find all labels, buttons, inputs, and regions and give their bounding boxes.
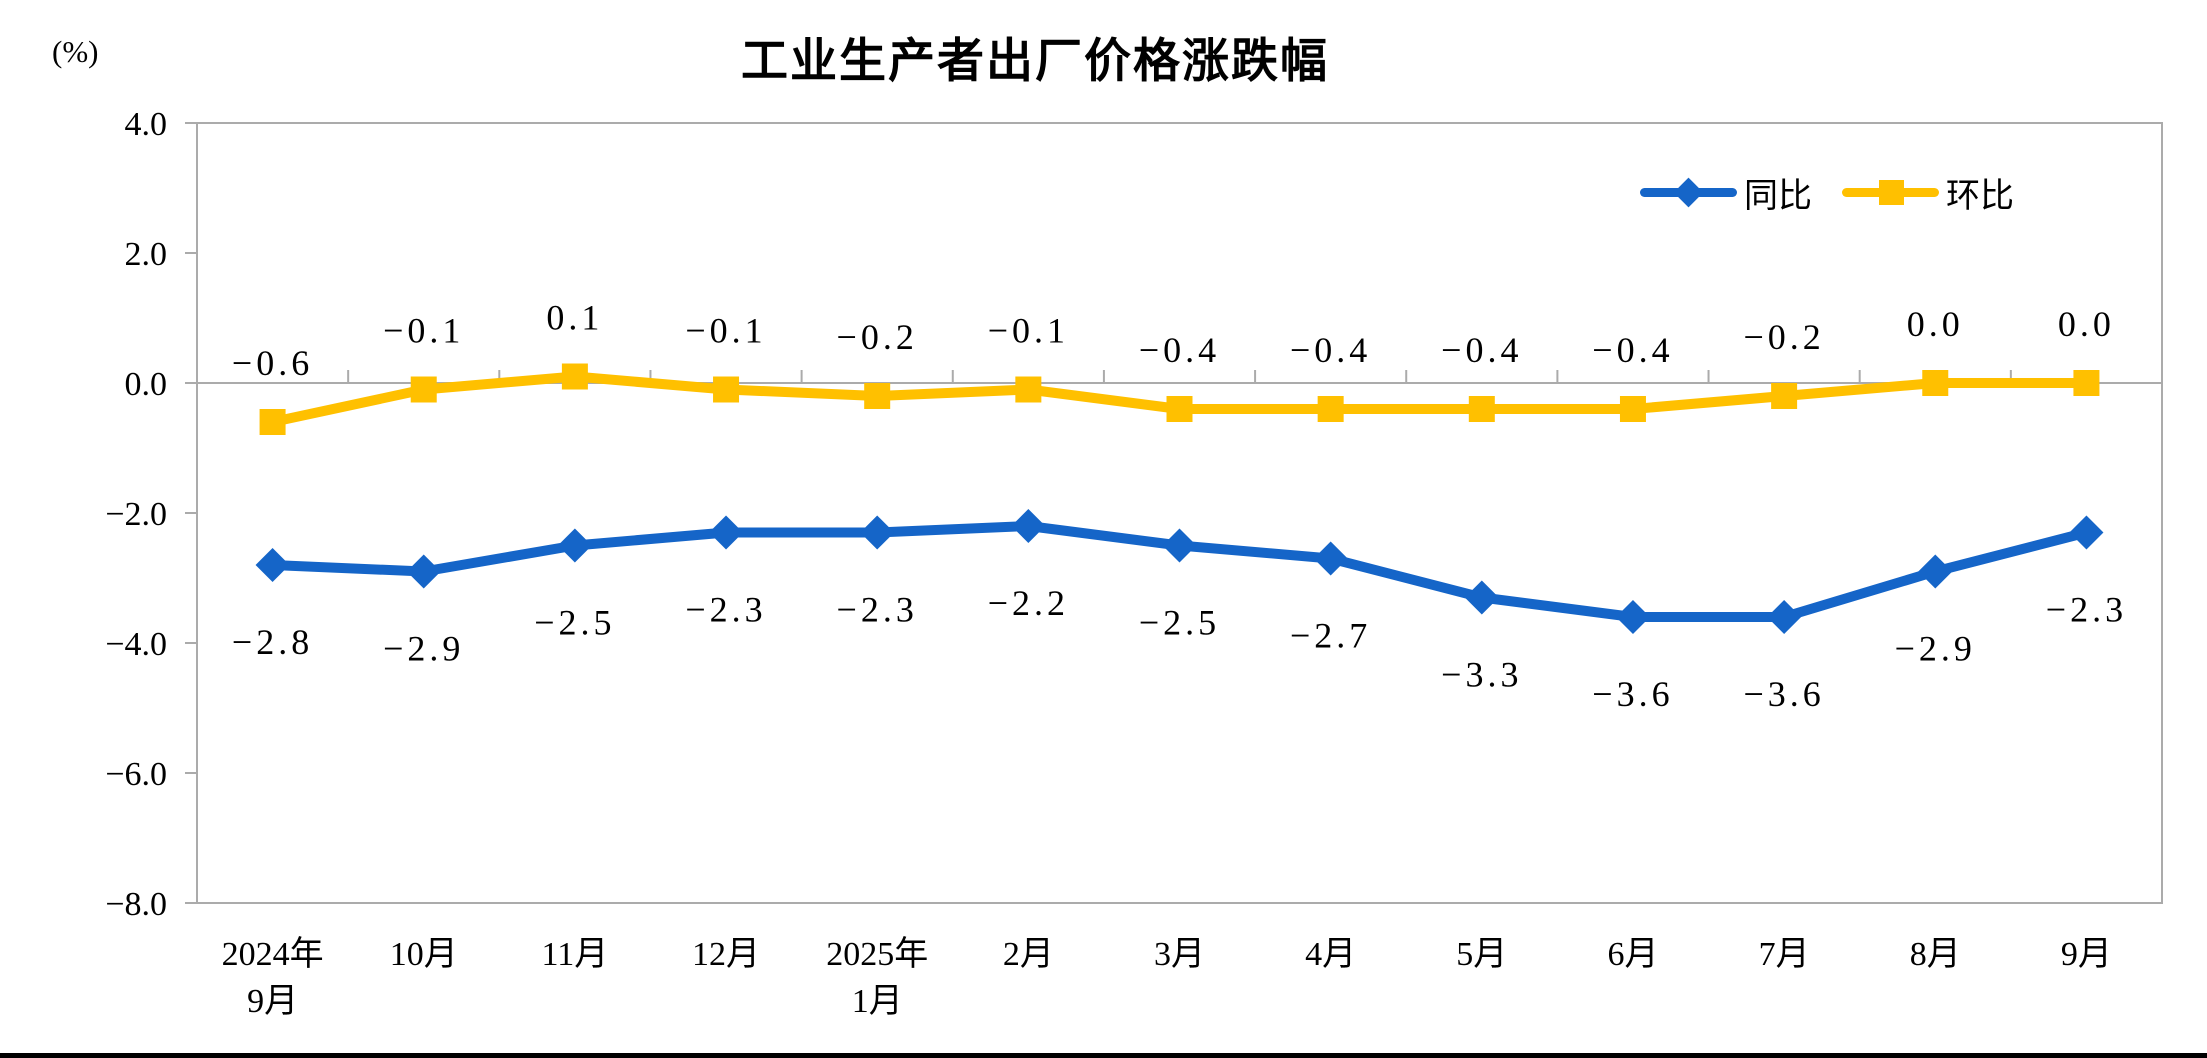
diamond-marker: [709, 515, 744, 550]
square-marker: [1166, 396, 1193, 422]
y-axis-label: −8.0: [105, 886, 167, 923]
yoy-line-sample: [1640, 177, 1737, 208]
diamond-marker: [1767, 600, 1802, 634]
y-axis-unit-label: (%): [52, 34, 99, 69]
legend-item-mom: 环比: [1842, 168, 2014, 217]
square-marker: [1619, 396, 1646, 422]
data-label-环比: −0.1: [988, 311, 1069, 351]
data-label-同比: −2.9: [383, 629, 464, 669]
data-label-同比: −2.7: [1290, 616, 1371, 656]
data-label-同比: −2.3: [837, 590, 918, 630]
y-axis-label: 2.0: [125, 236, 168, 273]
diamond-marker: [2069, 515, 2104, 550]
data-label-环比: −0.4: [1441, 330, 1522, 370]
data-label-同比: −3.6: [1743, 674, 1824, 714]
diamond-marker: [255, 548, 290, 582]
square-marker: [2073, 370, 2100, 396]
x-axis-label: 6月: [1607, 936, 1658, 973]
legend-label-mom: 环比: [1946, 177, 2014, 215]
data-label-环比: −0.4: [1290, 330, 1371, 370]
x-axis-label: 4月: [1305, 936, 1356, 973]
data-label-环比: 0.0: [2058, 304, 2115, 344]
square-marker-icon: [1879, 180, 1904, 205]
diamond-marker: [557, 528, 592, 563]
square-marker: [713, 376, 740, 403]
data-label-环比: −0.4: [1592, 330, 1673, 370]
y-axis-label: 4.0: [125, 106, 168, 143]
square-marker: [259, 409, 286, 435]
data-label-同比: −3.3: [1441, 655, 1522, 695]
data-label-同比: −2.5: [1139, 603, 1220, 643]
data-label-同比: −2.9: [1895, 629, 1976, 669]
diamond-marker: [1011, 509, 1046, 543]
square-marker: [1771, 383, 1798, 409]
x-axis-label: 3月: [1154, 936, 1205, 973]
legend-label-yoy: 同比: [1744, 177, 1812, 215]
diamond-marker: [1464, 580, 1499, 615]
diamond-marker: [1313, 541, 1348, 576]
square-marker: [864, 383, 891, 409]
square-marker: [561, 363, 588, 390]
data-label-同比: −2.5: [534, 603, 615, 643]
y-axis-label: 0.0: [125, 366, 168, 403]
plot-border: [196, 122, 2163, 904]
data-label-环比: −0.6: [232, 343, 313, 383]
data-label-环比: 0.0: [1907, 304, 1964, 344]
y-axis-label: −4.0: [105, 626, 167, 663]
legend-item-yoy: 同比: [1640, 168, 1812, 217]
diamond-marker: [1162, 528, 1197, 563]
x-axis-label: 5月: [1456, 936, 1507, 973]
y-axis-label: −6.0: [105, 756, 167, 793]
x-axis-label: 9月: [2061, 936, 2112, 973]
chart-legend: 同比 环比: [1640, 168, 2014, 217]
mom-line-sample: [1842, 180, 1939, 205]
diamond-marker: [406, 554, 441, 589]
x-axis-label: 8月: [1910, 936, 1961, 973]
x-axis-label: 9月: [247, 983, 298, 1020]
data-label-环比: −0.2: [837, 317, 918, 357]
square-marker: [1317, 396, 1344, 422]
data-label-同比: −2.3: [2046, 590, 2127, 630]
diamond-marker: [860, 515, 895, 550]
square-marker: [1468, 396, 1495, 422]
x-axis-label: 1月: [852, 983, 903, 1020]
x-axis-label: 10月: [390, 936, 458, 973]
diamond-marker: [1918, 554, 1953, 589]
data-label-同比: −2.3: [685, 590, 766, 630]
data-label-同比: −3.6: [1592, 674, 1673, 714]
data-label-环比: −0.1: [685, 311, 766, 351]
x-axis-label: 11月: [542, 936, 609, 973]
diamond-marker-icon: [1673, 177, 1704, 208]
data-label-环比: 0.1: [546, 298, 603, 338]
square-marker: [1015, 376, 1042, 403]
data-label-环比: −0.2: [1743, 317, 1824, 357]
page-divider: [0, 1053, 2207, 1058]
data-label-同比: −2.8: [232, 622, 313, 662]
square-marker: [410, 376, 437, 403]
x-axis-label: 7月: [1759, 936, 1810, 973]
x-axis-label: 2024年: [222, 935, 324, 973]
diamond-marker: [1615, 600, 1650, 634]
data-label-环比: −0.4: [1139, 330, 1220, 370]
x-axis-label: 2025年: [826, 935, 928, 973]
data-label-同比: −2.2: [988, 583, 1069, 623]
square-marker: [1922, 370, 1949, 396]
x-axis-label: 12月: [692, 936, 760, 973]
chart-title: 工业生产者出厂价格涨跌幅: [741, 34, 1329, 87]
x-axis-label: 2月: [1003, 936, 1054, 973]
y-axis-label: −2.0: [105, 496, 167, 533]
data-label-环比: −0.1: [383, 311, 464, 351]
